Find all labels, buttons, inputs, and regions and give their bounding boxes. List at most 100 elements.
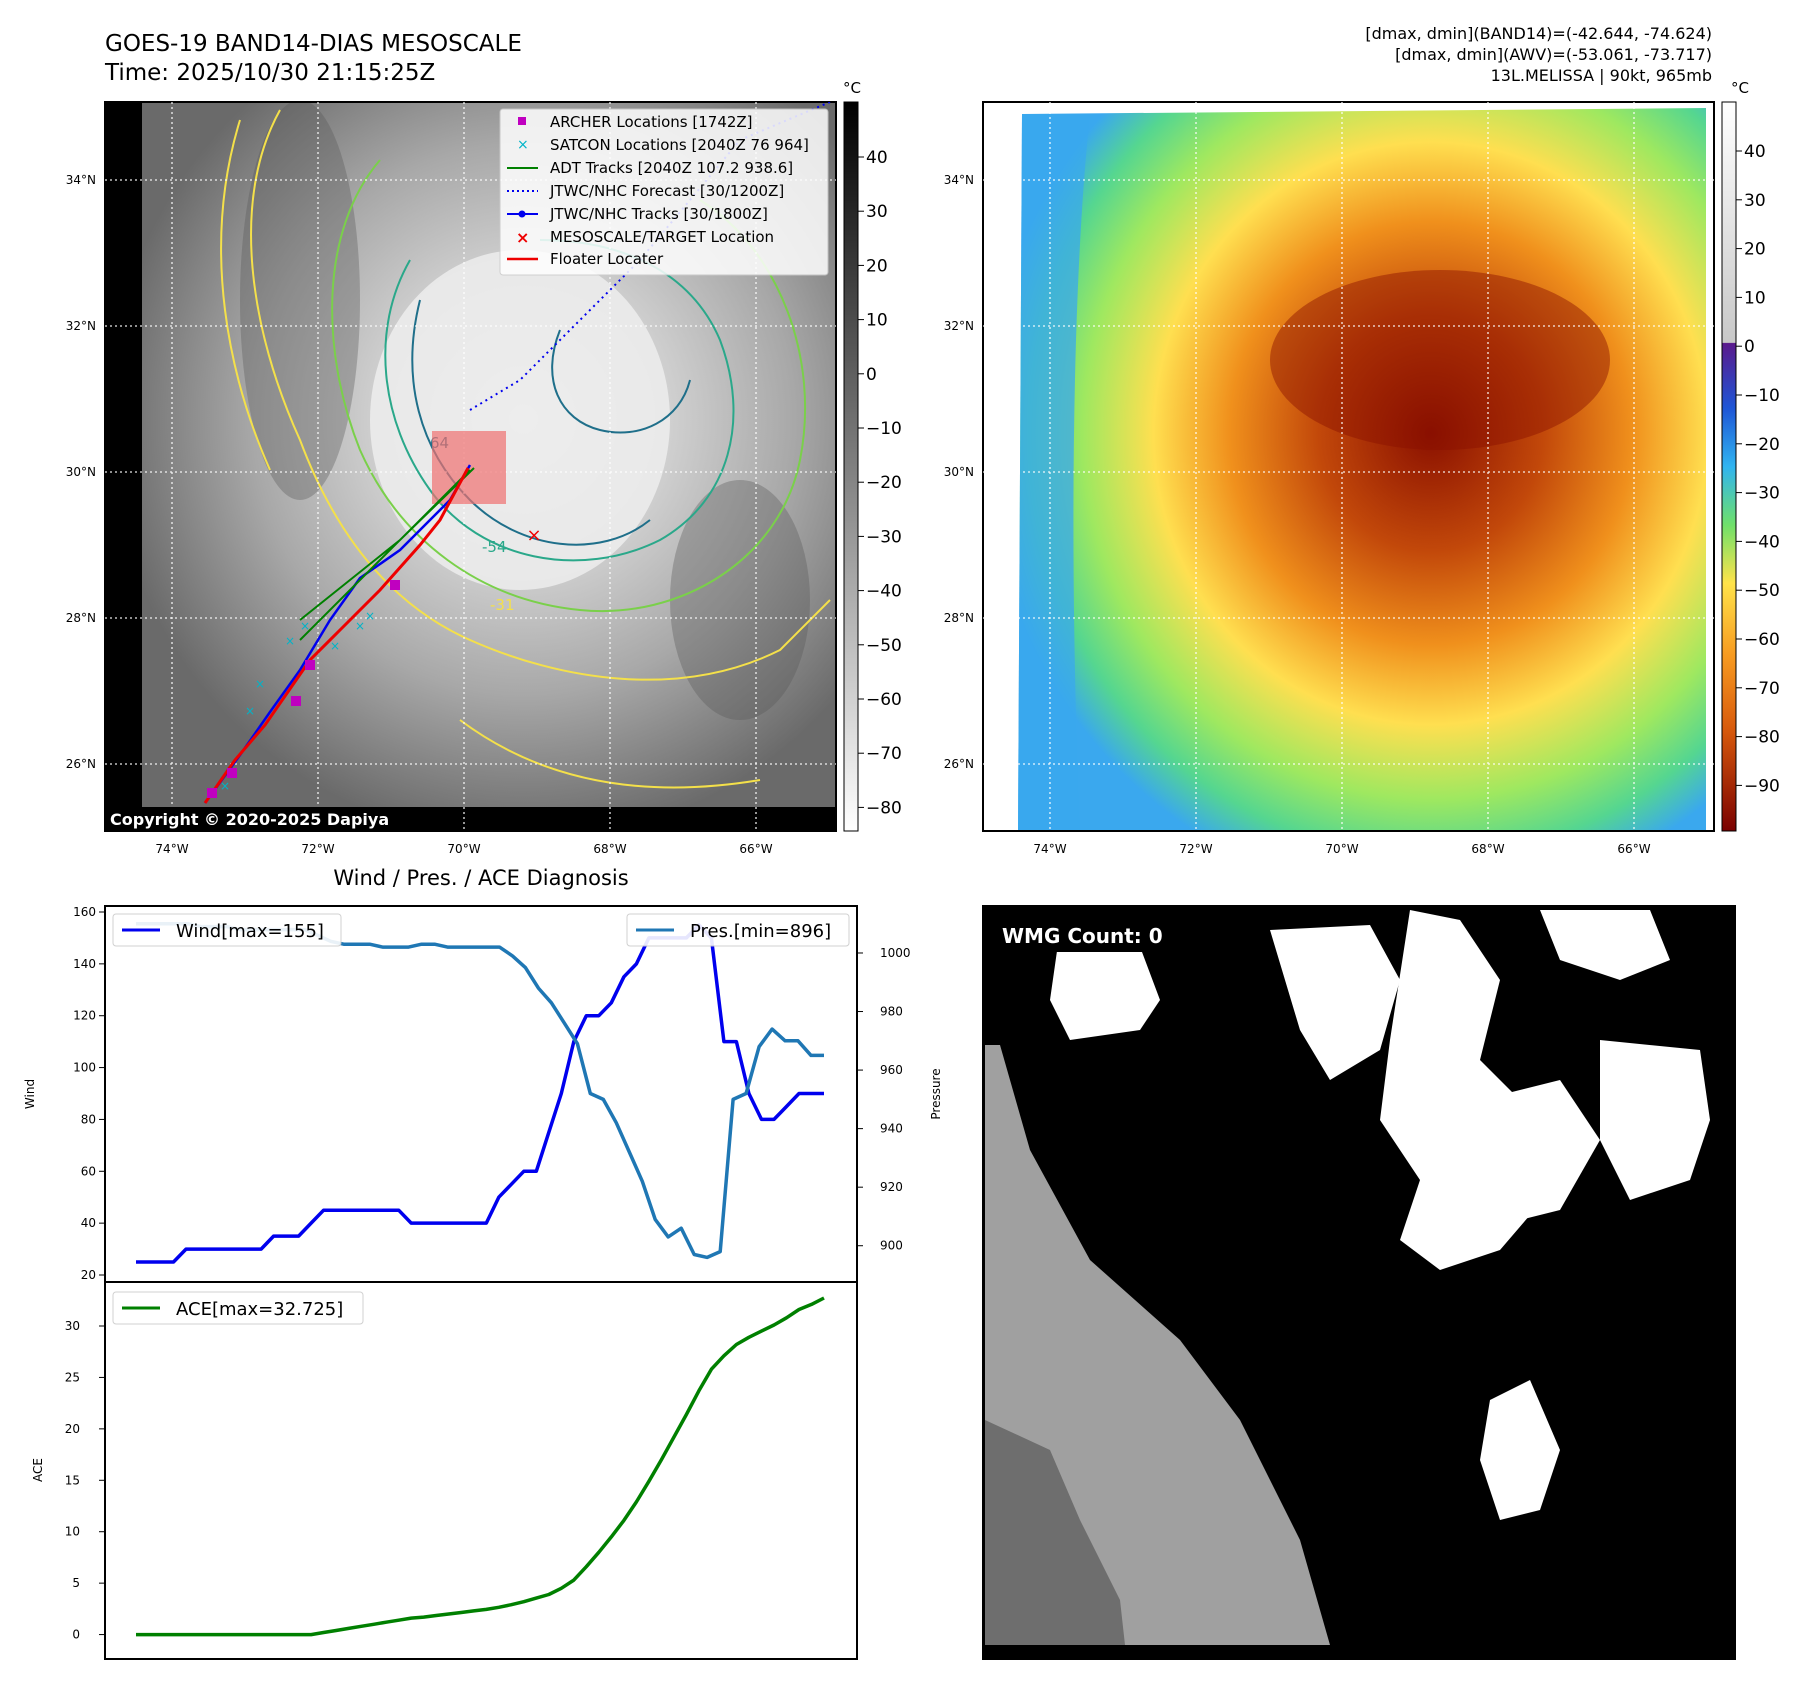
- legend-tracks: JTWC/NHC Tracks [30/1800Z]: [549, 205, 768, 223]
- legend-target: MESOSCALE/TARGET Location: [550, 228, 774, 246]
- satcon-location: ×: [355, 619, 365, 633]
- contour-label-31: -31: [490, 596, 515, 614]
- colorbar-tick-label: −10: [1744, 386, 1780, 406]
- pressure-tick-label: 900: [880, 1239, 903, 1253]
- colorbar-tick-label: −40: [1744, 532, 1780, 552]
- ace-tick-label: 15: [65, 1473, 80, 1487]
- ace-tick-label: 20: [65, 1422, 80, 1436]
- lon-tick-label: 66°W: [1617, 842, 1650, 856]
- legend-floater: Floater Locater: [550, 250, 664, 268]
- colorbar-tick-label: 30: [866, 202, 888, 222]
- colorbar-tick-label: −30: [1744, 484, 1780, 504]
- storm-tracks: ×××××××××: [203, 102, 831, 804]
- stat-awv: [dmax, dmin](AWV)=(-53.061, -73.717): [1395, 45, 1712, 64]
- chart-tick-labels: 1601401201008060402010009809609409209003…: [65, 905, 911, 1642]
- target-location: ×: [526, 525, 541, 546]
- archer-location: [207, 788, 217, 798]
- lat-tick-label: 26°N: [944, 757, 974, 771]
- lat-tick-label: 28°N: [944, 611, 974, 625]
- legend-satcon: SATCON Locations [2040Z 76 964]: [550, 136, 809, 154]
- legend-archer: ARCHER Locations [1742Z]: [550, 113, 753, 131]
- pressure-legend-label: Pres.[min=896]: [690, 921, 831, 942]
- forecast-track: [469, 102, 831, 411]
- colorbar-tick-label: −30: [866, 527, 902, 547]
- colorbar-tick-label: 40: [1744, 142, 1766, 162]
- ace-tick-label: 10: [65, 1525, 80, 1539]
- colorbar-tick-label: −70: [866, 744, 902, 764]
- lat-tick-label: 30°N: [944, 465, 974, 479]
- ace-axis-label: ACE: [31, 1458, 45, 1482]
- lon-tick-label: 70°W: [447, 842, 480, 856]
- colorbar-tick-label: 20: [1744, 240, 1766, 260]
- floater-track: [203, 467, 470, 804]
- ir-color-map: [982, 101, 1715, 832]
- pressure-axis-label: Pressure: [929, 1068, 943, 1119]
- colorbar-tick-label: −60: [1744, 630, 1780, 650]
- colorbar-tick-label: −90: [1744, 776, 1780, 796]
- pressure-tick-label: 960: [880, 1063, 903, 1077]
- legend-adt: ADT Tracks [2040Z 107.2 938.6]: [550, 159, 793, 177]
- contour-label-54: -54: [482, 538, 507, 556]
- colorbar-tick-label: −50: [866, 636, 902, 656]
- colorbar-tick-label: −80: [866, 798, 902, 818]
- wind-tick-label: 20: [81, 1268, 96, 1282]
- lat-tick-label: 28°N: [66, 611, 96, 625]
- gray-colorbar: [843, 101, 859, 832]
- wind-legend-label: Wind[max=155]: [176, 921, 324, 942]
- colorbar-tick-label: 10: [1744, 288, 1766, 308]
- pressure-legend: Pres.[min=896]: [626, 913, 850, 947]
- satcon-location: ×: [300, 619, 310, 633]
- storm-info: 13L.MELISSA | 90kt, 965mb: [1491, 66, 1712, 85]
- satcon-location: ×: [365, 609, 375, 623]
- ace-legend: ACE[max=32.725]: [112, 1291, 364, 1325]
- colorbar-tick-label: 0: [866, 365, 877, 385]
- lon-tick-label: 66°W: [739, 842, 772, 856]
- ace-axes: [104, 1281, 858, 1660]
- colorbar-tick-label: −20: [866, 473, 902, 493]
- colorbar-tick-label: 30: [1744, 191, 1766, 211]
- wind-tick-label: 160: [73, 905, 96, 919]
- colorbar-tick-label: 0: [1744, 337, 1755, 357]
- diagnosis-title: Wind / Pres. / ACE Diagnosis: [333, 866, 628, 890]
- colorbar-tick-label: 40: [866, 148, 888, 168]
- pressure-tick-label: 1000: [880, 946, 911, 960]
- colorbar-tick-label: −20: [1744, 435, 1780, 455]
- colorbar-tick-label: 20: [866, 256, 888, 276]
- lon-tick-label: 72°W: [301, 842, 334, 856]
- figure-title: GOES-19 BAND14-DIAS MESOSCALE: [105, 31, 522, 57]
- adt-track: [299, 467, 475, 641]
- lon-tick-label: 68°W: [593, 842, 626, 856]
- wind-tick-label: 40: [81, 1216, 96, 1230]
- archer-location: [227, 768, 237, 778]
- pressure-tick-label: 940: [880, 1122, 903, 1136]
- map-legend: ARCHER Locations [1742Z] × SATCON Locati…: [499, 108, 829, 276]
- lon-tick-label: 74°W: [155, 842, 188, 856]
- lat-tick-label: 34°N: [944, 173, 974, 187]
- ace-series: [136, 1296, 825, 1637]
- archer-location: [291, 696, 301, 706]
- colorbar-tick-label: −80: [1744, 728, 1780, 748]
- ace-legend-label: ACE[max=32.725]: [176, 1299, 343, 1320]
- legend-archer-marker: [518, 117, 526, 125]
- copyright-box: [106, 807, 416, 831]
- pressure-tick-label: 980: [880, 1005, 903, 1019]
- wind-tick-label: 100: [73, 1061, 96, 1075]
- lon-tick-label: 68°W: [1471, 842, 1504, 856]
- archer-location: [390, 580, 400, 590]
- wind-legend: Wind[max=155]: [112, 913, 342, 947]
- copyright: Copyright © 2020-2025 Dapiya: [110, 810, 389, 829]
- ace-tick-label: 0: [72, 1628, 80, 1642]
- legend-forecast: JTWC/NHC Forecast [30/1200Z]: [549, 182, 784, 200]
- wmg-panel: WMG Count: 0: [982, 905, 1736, 1660]
- wind-axis-label: Wind: [23, 1079, 37, 1109]
- colorbar-tick-label: 10: [866, 311, 888, 331]
- lat-tick-label: 30°N: [66, 465, 96, 479]
- ace-tick-label: 30: [65, 1319, 80, 1333]
- archer-location: [305, 660, 315, 670]
- legend-target-marker: ×: [516, 228, 529, 247]
- figure-time: Time: 2025/10/30 21:15:25Z: [104, 60, 435, 86]
- lon-tick-label: 72°W: [1179, 842, 1212, 856]
- pressure-tick-label: 920: [880, 1180, 903, 1194]
- ace-line: [136, 1296, 825, 1637]
